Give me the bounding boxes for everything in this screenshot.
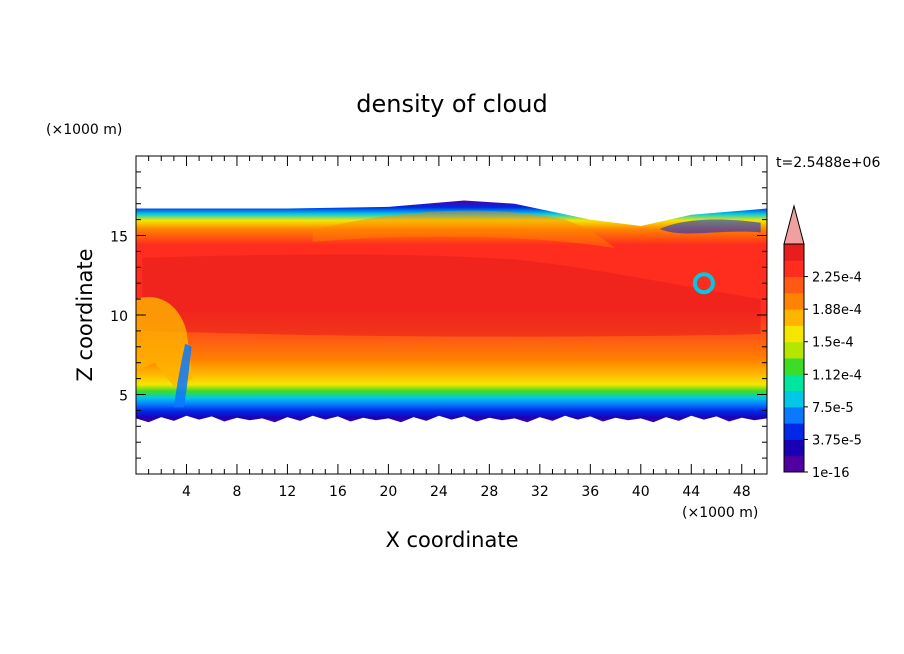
x-tick-label: 48 [733, 484, 751, 500]
x-tick-label: 4 [182, 484, 191, 500]
y-axis-label: Z coordinate [73, 248, 97, 381]
colorbar-swatch [784, 260, 804, 278]
time-label: t=2.5488e+06 [776, 155, 880, 171]
y-tick-label: 10 [110, 309, 128, 325]
lower-left-turbulence [136, 297, 193, 387]
colorbar-swatch [784, 406, 804, 424]
colorbar-extend-triangle [783, 204, 805, 245]
y-axis-unit: (×1000 m) [46, 122, 122, 138]
x-tick-label: 12 [279, 484, 297, 500]
right-edge-wisp [659, 219, 761, 234]
colorbar-swatch [784, 390, 804, 408]
y-tick-label: 5 [119, 389, 128, 405]
x-tick-label: 32 [531, 484, 549, 500]
colorbar-label: 2.25e-4 [812, 271, 862, 286]
colorbar-swatch [784, 374, 804, 392]
lower-left-jet [173, 343, 192, 408]
colorbar: 1e-16 3.75e-5 7.5e-5 1.12e-4 1.5e-4 1.88e-4 2.… [783, 204, 862, 481]
colorbar-label: 1.88e-4 [812, 303, 862, 318]
x-tick-label: 28 [480, 484, 498, 500]
x-tick-label: 16 [329, 484, 347, 500]
x-tick-label: 40 [632, 484, 650, 500]
x-tick-label: 20 [379, 484, 397, 500]
colorbar-swatch [784, 309, 804, 326]
colorbar-swatch [784, 292, 804, 310]
x-tick-label: 24 [430, 484, 448, 500]
colorbar-label: 1.5e-4 [812, 336, 854, 351]
x-tick-label: 36 [581, 484, 599, 500]
colorbar-label: 7.5e-5 [812, 401, 854, 416]
colorbar-swatch [784, 276, 804, 294]
x-tick-label: 44 [682, 484, 700, 500]
colorbar-label: 3.75e-5 [812, 433, 862, 448]
colorbar-swatch [784, 341, 804, 359]
y-tick-label: 15 [110, 230, 128, 246]
colorbar-label: 1.12e-4 [812, 368, 862, 383]
x-axis-unit: (×1000 m) [682, 505, 758, 521]
colorbar-swatch [784, 439, 804, 457]
x-axis-label: X coordinate [385, 528, 518, 552]
dome-highlight [312, 210, 616, 249]
colorbar-frame [783, 243, 805, 473]
x-tick-label: 8 [232, 484, 241, 500]
cloud-deep-core [142, 254, 761, 337]
cloud-field [136, 200, 767, 423]
chart-title: density of cloud [356, 90, 547, 118]
colorbar-label: 1e-16 [812, 466, 850, 481]
x-axis-ticks: 4 8 12 16 20 24 28 32 36 40 44 48 [148, 156, 755, 500]
colorbar-swatch [784, 358, 804, 375]
colorbar-swatch [784, 244, 804, 261]
y-axis-ticks: 5 10 15 [110, 171, 767, 459]
colorbar-swatch [784, 325, 804, 343]
vortex-eddy [692, 272, 715, 295]
colorbar-swatch [784, 423, 804, 440]
colorbar-swatch [784, 455, 804, 473]
